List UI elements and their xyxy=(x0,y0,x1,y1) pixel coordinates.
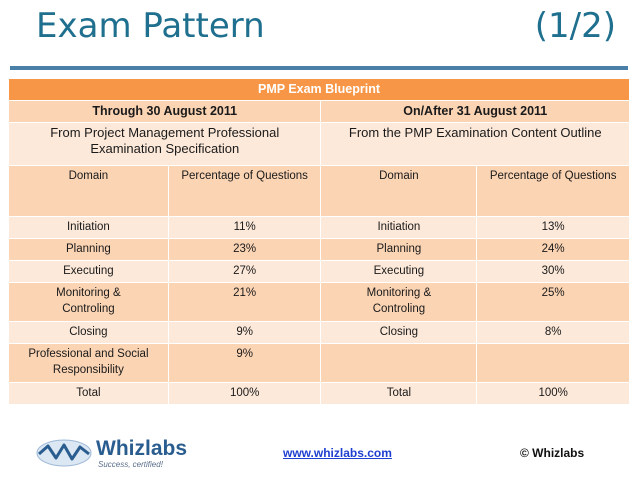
source-new: From the PMP Examination Content Outline xyxy=(320,122,630,166)
cell-old-domain: Closing xyxy=(8,321,169,344)
cell-old-domain: Professional and Social Responsibility xyxy=(8,343,169,383)
logo-wordmark: Whizlabs xyxy=(96,437,188,460)
slide-footer: Whizlabs Success, certified! www.whizlab… xyxy=(0,432,638,479)
period-old: Through 30 August 2011 xyxy=(7,100,322,123)
cell-new-pct xyxy=(476,343,630,383)
cell-new-domain: Initiation xyxy=(320,216,478,239)
wave-logo-icon xyxy=(36,439,92,467)
header-domain-new: Domain xyxy=(320,165,478,217)
slide-title: Exam Pattern xyxy=(36,6,265,46)
website-link[interactable]: www.whizlabs.com xyxy=(283,446,392,460)
cell-old-pct: 100% xyxy=(167,382,322,405)
cell-old-domain: Initiation xyxy=(8,216,169,239)
title-divider xyxy=(10,66,628,70)
source-old: From Project Management Professional Exa… xyxy=(7,122,322,166)
cell-old-domain: Monitoring & Controling xyxy=(8,282,169,322)
header-percentage-new: Percentage of Questions xyxy=(476,165,630,217)
table-row: Planning 23% Planning 24% xyxy=(8,238,630,261)
cell-old-pct: 21% xyxy=(167,282,322,322)
table-row: Executing 27% Executing 30% xyxy=(8,260,630,283)
cell-new-domain: Monitoring & Controling xyxy=(320,282,478,322)
cell-new-domain: Closing xyxy=(320,321,478,344)
cell-new-domain: Planning xyxy=(320,238,478,261)
cell-old-pct: 27% xyxy=(167,260,322,283)
cell-new-pct: 8% xyxy=(476,321,630,344)
cell-old-pct: 9% xyxy=(167,343,322,383)
header-domain-old: Domain xyxy=(8,165,169,217)
page-indicator: (1/2) xyxy=(534,6,616,46)
copyright-text: © Whizlabs xyxy=(520,446,585,460)
cell-old-pct: 11% xyxy=(167,216,322,239)
table-row: Initiation 11% Initiation 13% xyxy=(8,216,630,239)
exam-blueprint-table: PMP Exam Blueprint Through 30 August 201… xyxy=(7,78,630,405)
cell-new-domain: Total xyxy=(320,382,478,405)
whizlabs-logo: Whizlabs Success, certified! xyxy=(36,436,196,472)
cell-old-pct: 9% xyxy=(167,321,322,344)
cell-new-pct: 24% xyxy=(476,238,630,261)
table-caption: PMP Exam Blueprint xyxy=(8,78,630,101)
cell-new-domain: Executing xyxy=(320,260,478,283)
table-row: Professional and Social Responsibility 9… xyxy=(8,343,630,383)
cell-new-domain xyxy=(320,343,478,383)
table-row-total: Total 100% Total 100% xyxy=(8,382,630,405)
cell-new-pct: 30% xyxy=(476,260,630,283)
cell-old-domain: Executing xyxy=(8,260,169,283)
table-row: Closing 9% Closing 8% xyxy=(8,321,630,344)
table-row: Monitoring & Controling 21% Monitoring &… xyxy=(8,282,630,322)
period-new: On/After 31 August 2011 xyxy=(320,100,630,123)
cell-old-pct: 23% xyxy=(167,238,322,261)
cell-old-domain: Planning xyxy=(8,238,169,261)
cell-new-pct: 25% xyxy=(476,282,630,322)
cell-new-pct: 100% xyxy=(476,382,630,405)
cell-new-pct: 13% xyxy=(476,216,630,239)
header-percentage-old: Percentage of Questions xyxy=(167,165,322,217)
logo-tagline: Success, certified! xyxy=(98,460,163,469)
cell-old-domain: Total xyxy=(8,382,169,405)
